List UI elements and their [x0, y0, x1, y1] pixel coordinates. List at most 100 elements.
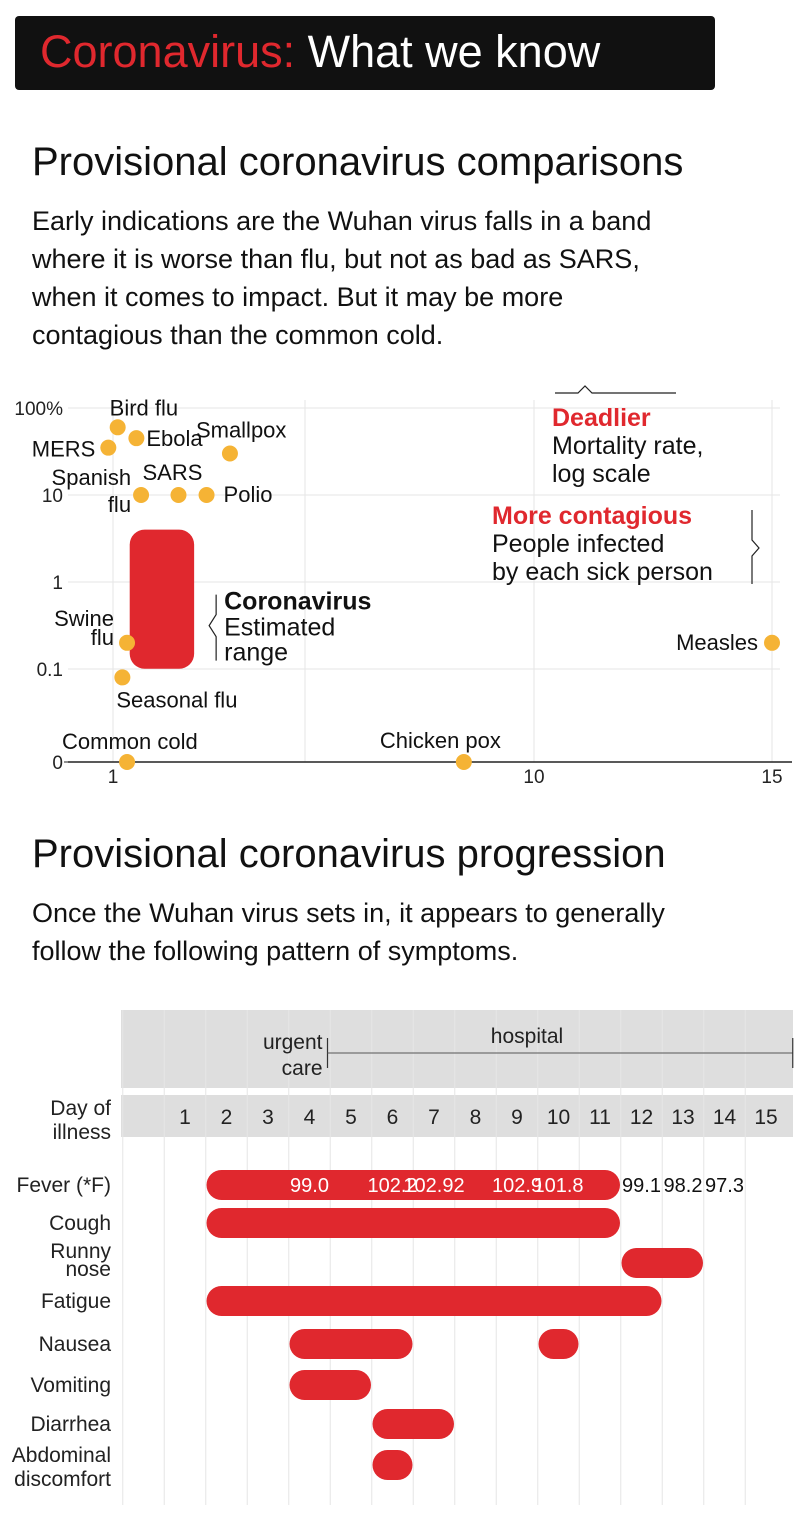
- fever-reading: 102.9: [492, 1175, 542, 1197]
- progression-description: Once the Wuhan virus sets in, it appears…: [32, 894, 772, 970]
- range-label-line: Estimated: [224, 614, 335, 642]
- symptom-label: Fatigue: [41, 1290, 111, 1313]
- symptom-bar: [621, 1248, 703, 1278]
- point-label: Ebola: [146, 426, 203, 451]
- comparisons-description: Early indications are the Wuhan virus fa…: [32, 202, 772, 354]
- day-header-band: [121, 1095, 793, 1137]
- day-number: 12: [630, 1106, 653, 1129]
- symptom-label: Fever (*F): [17, 1174, 112, 1197]
- progression-description-line: follow the following pattern of symptoms…: [32, 936, 519, 966]
- scatter-point: [128, 430, 145, 447]
- page-title-highlight: Coronavirus:: [40, 26, 296, 77]
- day-number: 2: [221, 1106, 233, 1129]
- symptom-bar: [206, 1170, 620, 1200]
- symptom-label: Abdominal: [12, 1444, 111, 1467]
- comparisons-heading: Provisional coronavirus comparisons: [32, 140, 684, 184]
- point-label: Measles: [676, 630, 758, 655]
- point-label: Seasonal flu: [116, 687, 237, 712]
- day-number: 11: [589, 1106, 611, 1129]
- symptom-bar: [206, 1286, 662, 1316]
- range-label-line: range: [224, 639, 288, 667]
- day-number: 8: [470, 1106, 482, 1129]
- symptom-label: Vomiting: [30, 1374, 111, 1397]
- x-legend-line: People infected: [492, 530, 664, 558]
- y-legend-title: Deadlier: [552, 404, 651, 432]
- comparisons-description-line: when it comes to impact. But it may be m…: [32, 282, 564, 312]
- symptom-label: Nausea: [39, 1333, 112, 1356]
- fever-reading: 99.0: [290, 1175, 329, 1197]
- scatter-point: [170, 487, 187, 503]
- fever-reading: 102.92: [403, 1175, 464, 1197]
- day-number: 6: [387, 1106, 399, 1129]
- fever-reading: 101.8: [533, 1175, 583, 1197]
- day-number: 14: [713, 1106, 737, 1129]
- title-banner: Coronavirus: What we know: [15, 16, 715, 90]
- phase-label: urgent: [263, 1031, 323, 1054]
- scatter-point: [221, 445, 238, 462]
- range-bracket: [208, 594, 217, 661]
- day-number: 9: [511, 1106, 523, 1129]
- point-label: Chicken pox: [380, 728, 501, 753]
- phase-header-band: [121, 1010, 793, 1088]
- scatter-point: [133, 487, 150, 503]
- y-tick-label: 100%: [14, 399, 63, 420]
- x-tick-label: 15: [761, 767, 782, 788]
- x-tick-label: 1: [108, 767, 119, 788]
- range-title: Coronavirus: [224, 588, 371, 616]
- fever-reading: 99.1: [622, 1175, 661, 1197]
- point-label: Common cold: [62, 729, 198, 754]
- y-tick-label: 0.1: [37, 660, 63, 681]
- x-legend-title: More contagious: [492, 502, 692, 530]
- point-label: Spanish: [52, 465, 132, 490]
- page-title: Coronavirus: What we know: [40, 22, 600, 82]
- day-number: 1: [179, 1106, 191, 1129]
- symptom-label: nose: [65, 1258, 111, 1281]
- scatter-point: [455, 754, 472, 770]
- point-label: flu: [91, 625, 114, 650]
- point-label: SARS: [142, 460, 202, 485]
- progression-heading: Provisional coronavirus progression: [32, 832, 666, 876]
- x-tick-label: 10: [523, 767, 544, 788]
- comparison-scatter-chart: 100% 10 1 0.1 0 1 10 15 CoronavirusEstimatedrang…: [14, 385, 792, 788]
- point-label: Polio: [224, 482, 273, 507]
- symptom-label: Diarrhea: [30, 1413, 111, 1436]
- scatter-point: [100, 439, 117, 456]
- coronavirus-range-box: [129, 529, 195, 669]
- day-header-label: illness: [53, 1121, 111, 1144]
- day-number: 15: [754, 1106, 777, 1129]
- comparisons-description-line: contagious than the common cold.: [32, 320, 444, 350]
- y-tick-label: 10: [42, 486, 63, 507]
- comparisons-description-line: where it is worse than flu, but not as b…: [32, 244, 640, 274]
- comparisons-description-line: Early indications are the Wuhan virus fa…: [32, 206, 652, 236]
- point-label: Bird flu: [110, 395, 178, 420]
- x-legend-line: by each sick person: [492, 558, 713, 586]
- day-number: 10: [547, 1106, 570, 1129]
- day-number: 13: [671, 1106, 694, 1129]
- fever-reading: 102.2: [367, 1175, 417, 1197]
- y-legend-bracket: [555, 385, 676, 394]
- scatter-point: [114, 669, 131, 686]
- y-legend-line: Mortality rate,: [552, 432, 703, 460]
- symptom-bar: [538, 1329, 579, 1359]
- scatter-point: [198, 487, 215, 503]
- day-number: 4: [304, 1106, 316, 1129]
- symptom-bar: [372, 1409, 454, 1439]
- scatter-point: [119, 634, 136, 651]
- point-label: Swine: [54, 606, 114, 631]
- point-label: MERS: [32, 437, 96, 462]
- day-number: 3: [262, 1106, 274, 1129]
- scatter-point: [119, 754, 136, 770]
- page-title-main: What we know: [307, 26, 601, 77]
- point-label: flu: [108, 492, 131, 517]
- y-legend-line: log scale: [552, 460, 651, 488]
- symptom-bar: [206, 1208, 620, 1238]
- scatter-point: [764, 634, 780, 651]
- symptom-bar: [289, 1329, 413, 1359]
- day-number: 5: [345, 1106, 357, 1129]
- x-legend-bracket: [751, 510, 760, 584]
- symptom-label: discomfort: [14, 1468, 111, 1491]
- y-tick-label: 0: [52, 753, 63, 774]
- day-number: 7: [428, 1106, 440, 1129]
- symptom-bar: [289, 1370, 371, 1400]
